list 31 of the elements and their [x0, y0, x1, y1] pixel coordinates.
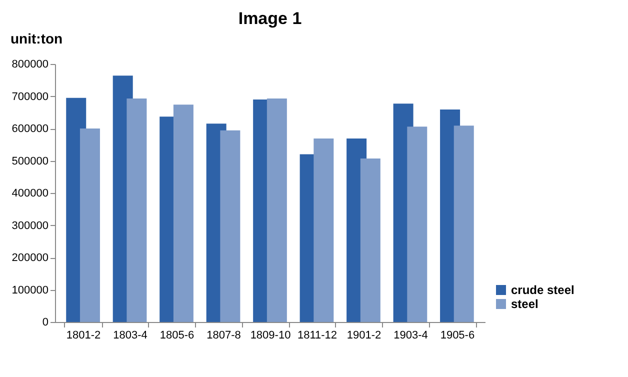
bar [266, 98, 287, 322]
x-tick-label: 1803-4 [113, 330, 148, 342]
y-axis-title: unit:ton [10, 30, 63, 46]
bar [173, 104, 194, 322]
bar [407, 126, 428, 322]
chart-title: Image 1 [238, 9, 302, 28]
bar [126, 98, 147, 322]
x-tick-label: 1805-6 [160, 330, 194, 342]
y-tick-label: 300000 [12, 220, 48, 232]
x-tick-label: 1901-2 [346, 330, 382, 342]
legend-label: crude steel [511, 283, 574, 297]
x-tick-label: 1905-6 [440, 330, 475, 342]
y-tick-label: 800000 [12, 58, 48, 70]
x-tick-label: 1807-8 [206, 330, 241, 342]
bar [454, 126, 474, 322]
y-tick-label: 700000 [12, 90, 48, 103]
y-tick-label: 0 [42, 316, 48, 328]
y-tick-label: 100000 [12, 284, 48, 296]
bar [220, 130, 240, 322]
x-tick-label: 1809-10 [250, 330, 291, 342]
y-tick-label: 600000 [12, 123, 48, 135]
bar [314, 138, 334, 322]
x-tick-label: 1903-4 [394, 330, 428, 342]
bar [80, 128, 100, 322]
x-tick-label: 1811-12 [297, 330, 338, 342]
legend-label: steel [511, 297, 538, 311]
y-tick-label: 500000 [12, 155, 48, 168]
x-tick-label: 1801-2 [66, 330, 101, 342]
bar [360, 158, 380, 322]
y-tick-label: 200000 [12, 252, 48, 264]
y-tick-label: 400000 [12, 188, 48, 200]
